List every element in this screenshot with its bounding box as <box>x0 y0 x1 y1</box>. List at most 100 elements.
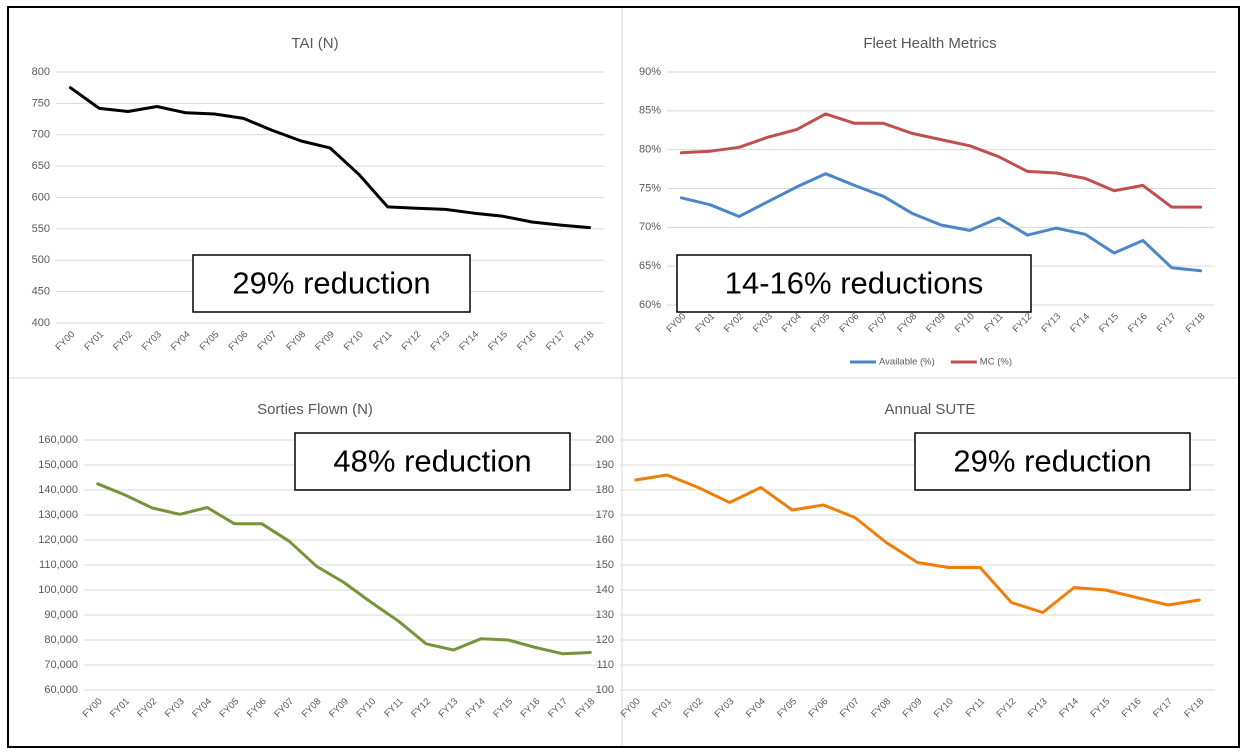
y-tick-label: 85% <box>639 105 661 117</box>
y-tick-label: 650 <box>32 160 50 172</box>
x-tick-label: FY13 <box>437 696 461 720</box>
x-tick-label: FY06 <box>807 696 831 720</box>
x-tick-label: FY15 <box>486 329 510 353</box>
x-tick-label: FY15 <box>1097 311 1121 335</box>
annotation: 29% reduction <box>232 266 430 301</box>
x-tick-label: FY17 <box>1151 696 1175 720</box>
annotation-box <box>192 254 471 313</box>
x-tick-label: FY11 <box>964 696 987 719</box>
x-tick-label: FY00 <box>53 329 77 353</box>
x-tick-label: FY01 <box>650 696 674 720</box>
x-tick-label: FY00 <box>81 696 105 720</box>
x-tick-label: FY15 <box>491 696 515 720</box>
x-tick-label: FY02 <box>722 311 746 335</box>
x-tick-label: FY06 <box>227 329 251 353</box>
y-tick-label: 100 <box>596 684 614 696</box>
x-tick-label: FY13 <box>1039 311 1063 335</box>
y-tick-label: 90,000 <box>44 609 78 621</box>
y-tick-label: 120,000 <box>38 534 78 546</box>
annotation: 48% reduction <box>333 444 531 479</box>
y-tick-label: 190 <box>596 459 614 471</box>
x-tick-label: FY08 <box>300 696 324 720</box>
x-tick-label: FY01 <box>82 329 106 353</box>
y-tick-label: 500 <box>32 254 50 266</box>
legend-label: MC (%) <box>980 357 1012 368</box>
chart-title: Annual SUTE <box>885 401 976 418</box>
y-tick-label: 550 <box>32 223 50 235</box>
x-tick-label: FY04 <box>780 311 804 335</box>
y-tick-label: 400 <box>32 317 50 329</box>
x-tick-label: FY12 <box>409 696 433 720</box>
x-tick-label: FY07 <box>272 696 296 720</box>
x-tick-label: FY10 <box>342 329 366 353</box>
y-tick-label: 60% <box>639 299 661 311</box>
x-tick-label: FY05 <box>775 696 799 720</box>
y-tick-label: 200 <box>596 434 614 446</box>
y-tick-label: 150,000 <box>38 459 78 471</box>
x-tick-label: FY12 <box>995 696 1019 720</box>
x-tick-label: FY07 <box>866 311 890 335</box>
x-tick-label: FY05 <box>218 696 242 720</box>
x-tick-label: FY09 <box>901 696 925 720</box>
data-line <box>96 482 592 656</box>
x-tick-label: FY10 <box>953 311 977 335</box>
y-tick-label: 90% <box>639 66 661 78</box>
x-tick-label: FY18 <box>1182 696 1206 720</box>
x-tick-label: FY03 <box>713 696 737 720</box>
data-line <box>679 172 1203 273</box>
y-tick-label: 130 <box>596 609 614 621</box>
x-tick-label: FY02 <box>681 696 705 720</box>
x-tick-label: FY05 <box>809 311 833 335</box>
x-tick-label: FY14 <box>1057 696 1081 720</box>
y-tick-label: 170 <box>596 509 614 521</box>
x-tick-label: FY12 <box>1011 311 1035 335</box>
x-tick-label: FY16 <box>1126 311 1150 335</box>
x-tick-label: FY10 <box>354 696 378 720</box>
y-tick-label: 60,000 <box>44 684 78 696</box>
x-tick-label: FY04 <box>169 329 193 353</box>
x-tick-label: FY16 <box>515 329 539 353</box>
y-tick-label: 600 <box>32 191 50 203</box>
y-tick-label: 75% <box>639 182 661 194</box>
x-tick-label: FY12 <box>400 329 424 353</box>
x-tick-label: FY16 <box>519 696 543 720</box>
x-tick-label: FY04 <box>744 696 768 720</box>
x-tick-label: FY00 <box>664 311 688 335</box>
x-tick-label: FY06 <box>838 311 862 335</box>
y-tick-label: 700 <box>32 129 50 141</box>
y-tick-label: 160,000 <box>38 434 78 446</box>
x-tick-label: FY01 <box>108 696 132 720</box>
chart-title: Sorties Flown (N) <box>257 401 373 418</box>
x-tick-label: FY14 <box>457 329 481 353</box>
annotation-box <box>914 432 1191 491</box>
y-tick-label: 180 <box>596 484 614 496</box>
x-tick-label: FY13 <box>1026 696 1050 720</box>
x-tick-label: FY03 <box>751 311 775 335</box>
y-tick-label: 150 <box>596 559 614 571</box>
annotation: 29% reduction <box>953 444 1151 479</box>
x-tick-label: FY03 <box>163 696 187 720</box>
y-tick-label: 450 <box>32 286 50 298</box>
x-tick-label: FY18 <box>573 696 597 720</box>
x-tick-label: FY08 <box>869 696 893 720</box>
legend-label: Available (%) <box>879 357 935 368</box>
x-tick-label: FY10 <box>932 696 956 720</box>
x-tick-label: FY08 <box>895 311 919 335</box>
x-tick-label: FY03 <box>140 329 164 353</box>
y-tick-label: 140 <box>596 584 614 596</box>
annotation: 14-16% reductions <box>725 266 984 301</box>
x-tick-label: FY11 <box>371 329 394 352</box>
annotation-box <box>294 432 571 491</box>
x-tick-label: FY15 <box>1088 696 1112 720</box>
y-tick-label: 130,000 <box>38 509 78 521</box>
y-tick-label: 120 <box>596 634 614 646</box>
frame <box>7 6 1240 748</box>
x-tick-label: FY02 <box>111 329 135 353</box>
x-tick-label: FY09 <box>313 329 337 353</box>
y-tick-label: 80,000 <box>44 634 78 646</box>
x-tick-label: FY11 <box>982 311 1005 334</box>
x-tick-label: FY09 <box>327 696 351 720</box>
x-tick-label: FY06 <box>245 696 269 720</box>
x-tick-label: FY11 <box>382 696 405 719</box>
